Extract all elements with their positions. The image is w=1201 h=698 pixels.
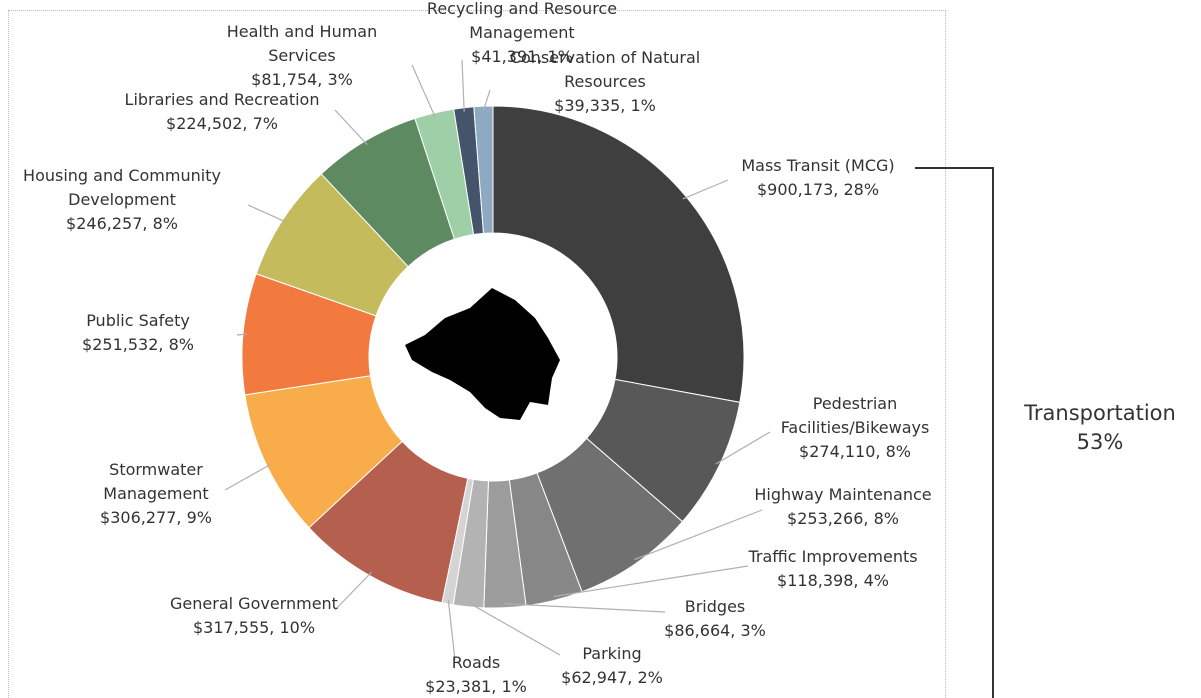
leader-line <box>461 59 465 112</box>
category-label: Bridges <box>684 597 746 616</box>
leader-line <box>715 431 771 465</box>
leader-line <box>504 603 666 613</box>
slice-label: Health and Human Services $81,754, 3% <box>202 20 402 92</box>
county-map <box>405 288 560 420</box>
slice-label: Mass Transit (MCG) $900,173, 28% <box>718 154 918 202</box>
value-label: $251,532, 8% <box>82 335 194 354</box>
category-label: Health and Human Services <box>226 22 378 65</box>
slice-label: Stormwater Management $306,277, 9% <box>76 458 236 530</box>
leader-line <box>224 463 271 491</box>
slice-label: Pedestrian Facilities/Bikeways $274,110, … <box>755 392 955 464</box>
category-label: Mass Transit (MCG) <box>741 156 895 175</box>
leader-line <box>553 565 749 598</box>
category-label: Highway Maintenance <box>754 485 932 504</box>
donut-slice <box>492 105 745 403</box>
category-label: Pedestrian Facilities/Bikeways <box>780 394 930 437</box>
leader-line <box>634 509 763 561</box>
leader-line <box>411 64 436 118</box>
category-label: Housing and Community Development <box>23 166 221 209</box>
chart-frame <box>8 10 946 698</box>
value-label: $224,502, 7% <box>166 114 278 133</box>
group-annotation: Transportation 53% <box>1000 399 1200 457</box>
slice-label: Public Safety $251,532, 8% <box>58 309 218 357</box>
group-label: Transportation <box>1024 401 1176 425</box>
value-label: $81,754, 3% <box>251 70 353 89</box>
group-share: 53% <box>1076 430 1124 454</box>
value-label: $41,391, 1% <box>471 47 573 66</box>
category-label: Roads <box>451 653 501 672</box>
category-label: Public Safety <box>86 311 190 330</box>
slice-label: Traffic Improvements $118,398, 4% <box>723 545 943 593</box>
value-label: $39,335, 1% <box>554 96 656 115</box>
slice-label: Parking $62,947, 2% <box>537 642 687 690</box>
slice-label: Conservation of Natural Resources $39,335… <box>485 46 725 118</box>
value-label: $118,398, 4% <box>777 571 889 590</box>
leader-line <box>447 599 456 661</box>
value-label: $23,381, 1% <box>425 677 527 696</box>
value-label: $317,555, 10% <box>192 618 316 637</box>
leader-line <box>482 89 491 111</box>
value-label: $246,257, 8% <box>66 214 178 233</box>
category-label: Conservation of Natural Resources <box>509 48 701 91</box>
slice-label: General Government $317,555, 10% <box>144 592 364 640</box>
leader-line <box>682 179 729 200</box>
leader-line <box>247 204 287 223</box>
slice-label: Housing and Community Development $246,25… <box>2 164 242 236</box>
category-label: Traffic Improvements <box>748 547 918 566</box>
value-label: $306,277, 9% <box>100 508 212 527</box>
category-label: Libraries and Recreation <box>124 90 320 109</box>
leader-line <box>334 571 373 611</box>
slice-label: Roads $23,381, 1% <box>401 651 551 698</box>
leader-line <box>334 109 368 145</box>
slice-label: Recycling and Resource Management $41,391… <box>392 0 652 69</box>
value-label: $274,110, 8% <box>799 442 911 461</box>
category-label: Parking <box>582 644 642 663</box>
group-bracket <box>915 167 994 698</box>
leader-line <box>236 333 248 336</box>
leader-line <box>468 602 561 656</box>
category-label: Recycling and Resource Management <box>426 0 618 42</box>
category-label: Stormwater Management <box>103 460 209 503</box>
slice-label: Bridges $86,664, 3% <box>640 595 790 643</box>
value-label: $62,947, 2% <box>561 668 663 687</box>
donut-slice <box>473 105 494 234</box>
value-label: $900,173, 28% <box>756 180 880 199</box>
slice-label: Highway Maintenance $253,266, 8% <box>733 483 953 531</box>
value-label: $86,664, 3% <box>664 621 766 640</box>
category-label: General Government <box>170 594 338 613</box>
value-label: $253,266, 8% <box>787 509 899 528</box>
slice-label: Libraries and Recreation $224,502, 7% <box>122 88 322 136</box>
